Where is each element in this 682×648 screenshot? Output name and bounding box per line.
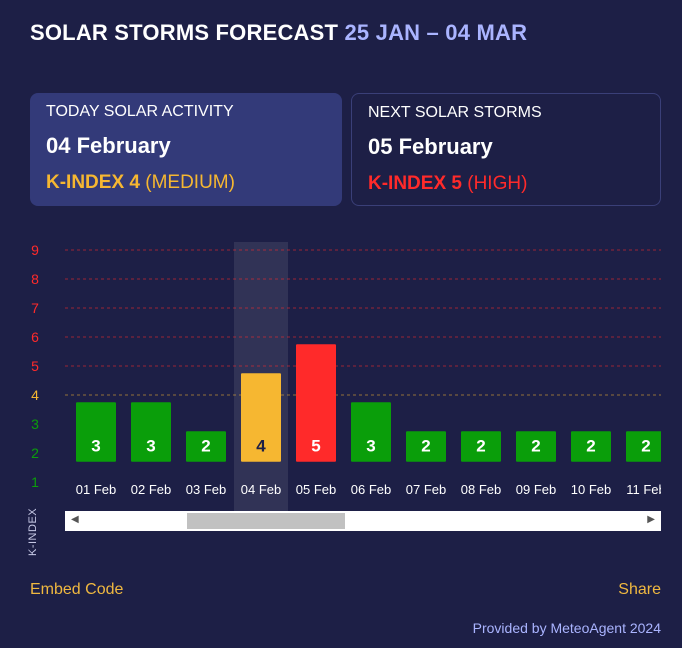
y-tick-label: 5 <box>31 358 39 374</box>
y-axis-label: K-INDEX <box>27 507 39 556</box>
bar-value-label: 2 <box>421 437 430 456</box>
title-text: SOLAR STORMS FORECAST <box>30 20 339 45</box>
share-link[interactable]: Share <box>618 581 661 598</box>
bar-value-label: 4 <box>256 437 266 456</box>
today-activity-card: TODAY SOLAR ACTIVITY 04 February K-INDEX… <box>30 93 342 206</box>
chart-scrollbar[interactable]: ◀ ▶ <box>65 511 661 531</box>
bars-group: 3 01 Feb 3 02 Feb 2 03 Feb 4 04 Feb 5 05 Feb 3 06 F… <box>76 344 666 497</box>
y-tick-label: 8 <box>31 271 39 287</box>
bar <box>351 402 391 462</box>
x-tick-label: 03 Feb <box>186 482 226 497</box>
y-tick-label: 4 <box>31 387 39 403</box>
scroll-left-icon[interactable]: ◀ <box>71 514 79 525</box>
x-tick-label: 05 Feb <box>296 482 336 497</box>
x-tick-label: 10 Feb <box>571 482 611 497</box>
page-title: SOLAR STORMS FORECAST 25 JAN – 04 MAR <box>30 20 527 46</box>
next-k-index: K-INDEX 5 (HIGH) <box>368 173 644 195</box>
bar <box>461 431 501 462</box>
bar <box>406 431 446 462</box>
x-tick-label: 08 Feb <box>461 482 501 497</box>
bar <box>131 402 171 462</box>
x-tick-label: 11 Feb <box>626 482 666 497</box>
today-k-index: K-INDEX 4 (MEDIUM) <box>46 172 326 194</box>
bar <box>571 431 611 462</box>
next-storm-card: NEXT SOLAR STORMS 05 February K-INDEX 5 … <box>351 93 661 206</box>
next-card-label: NEXT SOLAR STORMS <box>368 104 542 121</box>
bar-value-label: 2 <box>476 437 485 456</box>
next-card-date: 05 February <box>368 134 493 159</box>
y-tick-label: 3 <box>31 416 39 432</box>
y-tick-label: 9 <box>31 242 39 258</box>
bar <box>186 431 226 462</box>
scroll-thumb[interactable] <box>187 513 345 529</box>
bar-value-label: 2 <box>586 437 595 456</box>
x-tick-label: 02 Feb <box>131 482 171 497</box>
today-card-date: 04 February <box>46 133 171 158</box>
y-tick-label: 7 <box>31 300 39 316</box>
y-tick-label: 1 <box>31 474 39 490</box>
today-card-label: TODAY SOLAR ACTIVITY <box>46 103 234 120</box>
embed-code-link[interactable]: Embed Code <box>30 581 124 598</box>
y-tick-label: 2 <box>31 445 39 461</box>
scroll-right-icon[interactable]: ▶ <box>647 514 655 525</box>
today-k-level: (MEDIUM) <box>145 172 235 193</box>
x-tick-label: 01 Feb <box>76 482 116 497</box>
bar-value-label: 2 <box>641 437 650 456</box>
provided-by: Provided by MeteoAgent 2024 <box>472 620 661 636</box>
k-index-chart: 1 2 3 4 5 6 7 8 9 3 01 Feb 3 02 Feb 2 03 Feb 4 04 Feb 5 05… <box>31 242 666 512</box>
next-k-level: (HIGH) <box>467 173 528 194</box>
bar <box>516 431 556 462</box>
x-tick-label: 09 Feb <box>516 482 556 497</box>
date-range: 25 JAN – 04 MAR <box>344 20 528 45</box>
bar <box>626 431 661 462</box>
bar-value-label: 3 <box>91 437 100 456</box>
bar-value-label: 3 <box>146 437 155 456</box>
x-tick-label: 06 Feb <box>351 482 391 497</box>
bar <box>76 402 116 462</box>
bar-value-label: 2 <box>201 437 210 456</box>
bar-value-label: 2 <box>531 437 540 456</box>
x-tick-label: 07 Feb <box>406 482 446 497</box>
x-tick-label: 04 Feb <box>241 482 281 497</box>
next-k-value: K-INDEX 5 <box>368 173 462 194</box>
today-k-value: K-INDEX 4 <box>46 172 140 193</box>
bar-value-label: 5 <box>311 437 320 456</box>
y-tick-label: 6 <box>31 329 39 345</box>
bar <box>296 344 336 462</box>
bar <box>241 373 281 462</box>
bar-value-label: 3 <box>366 437 375 456</box>
